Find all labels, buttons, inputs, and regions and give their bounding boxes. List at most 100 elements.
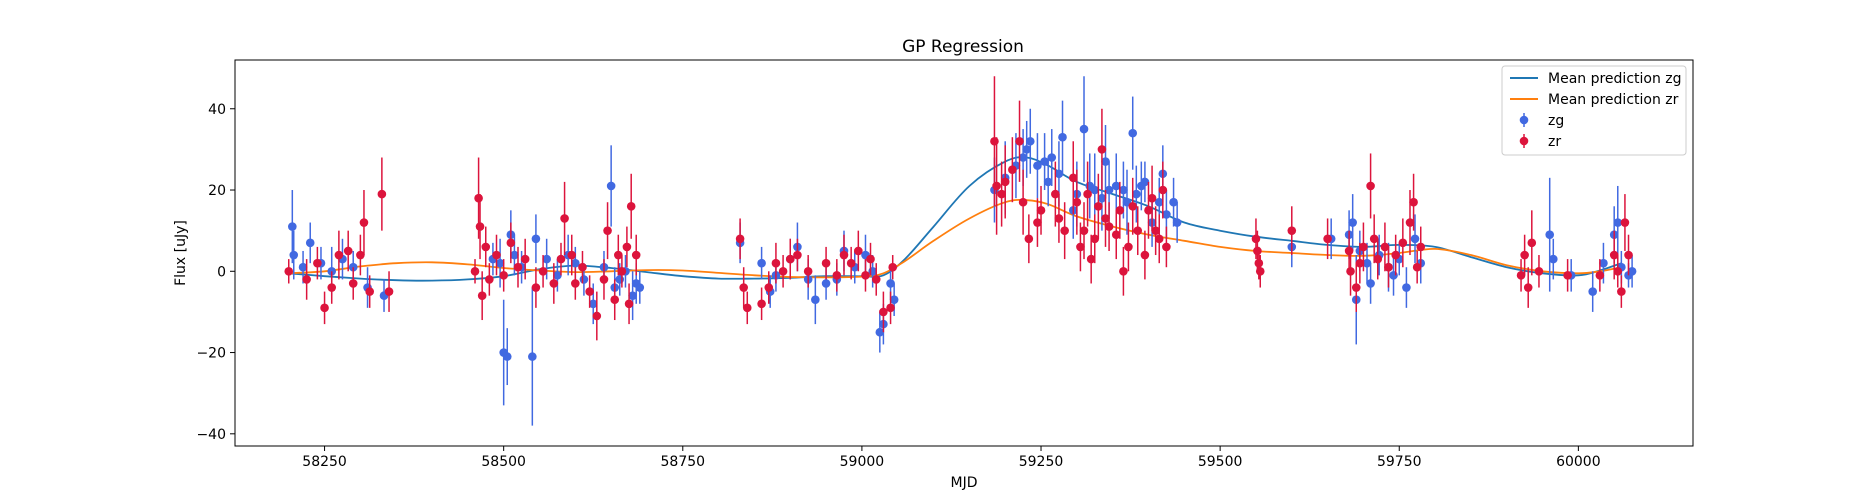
zr-marker	[320, 303, 329, 313]
zr-point	[879, 291, 888, 333]
legend-marker-swatch	[1519, 115, 1529, 125]
zr-marker	[549, 279, 559, 288]
zr-marker	[866, 254, 875, 264]
zr-marker	[499, 271, 508, 280]
zr-point	[320, 291, 329, 325]
zr-marker	[614, 250, 623, 260]
zr-point	[764, 271, 774, 304]
zg-marker	[288, 222, 297, 231]
zr-marker	[1124, 242, 1133, 252]
zr-marker	[879, 307, 888, 317]
zr-marker	[1355, 258, 1365, 268]
zr-marker	[1128, 201, 1138, 211]
zg-marker	[1090, 185, 1100, 195]
zr-marker	[1072, 197, 1082, 207]
zr-point	[1147, 165, 1157, 231]
x-tick-label: 59000	[840, 454, 885, 470]
zr-point	[1595, 259, 1605, 292]
zr-point	[1115, 181, 1125, 239]
zr-point	[1054, 194, 1064, 243]
zg-point	[635, 271, 645, 304]
zr-point	[1359, 222, 1368, 272]
zg-marker	[542, 254, 551, 264]
y-tick-label: 40	[208, 102, 226, 118]
zr-marker	[1054, 214, 1064, 223]
zr-marker	[531, 283, 541, 292]
x-axis-ticks: 58250 58500 58750 59000 59250 59500 59750 60000	[302, 446, 1601, 470]
zg-point	[889, 283, 899, 316]
zg-marker	[1025, 136, 1035, 146]
zr-marker	[1373, 254, 1383, 264]
zr-point	[861, 259, 870, 292]
zg-marker	[1162, 210, 1171, 219]
zr-point	[793, 238, 802, 272]
zg-marker	[298, 262, 308, 272]
zr-marker	[1416, 242, 1426, 252]
zg-point	[1140, 161, 1150, 203]
x-axis-label: MJD	[951, 475, 978, 491]
zr-point	[592, 291, 602, 341]
zr-marker	[384, 287, 394, 296]
zr-point	[1140, 230, 1150, 280]
zg-marker	[811, 295, 820, 305]
zr-point	[1083, 161, 1092, 227]
zr-marker	[1595, 271, 1605, 280]
zg-marker	[1018, 153, 1028, 162]
zg-marker	[1366, 279, 1375, 288]
zr-point	[778, 255, 788, 288]
zr-marker	[1613, 266, 1623, 276]
zr-marker	[1015, 136, 1024, 146]
zr-marker	[1520, 250, 1529, 260]
zr-point	[1366, 153, 1375, 219]
zr-marker	[739, 283, 748, 292]
zr-marker	[567, 250, 577, 260]
zg-marker	[1588, 287, 1597, 296]
zr-point	[821, 246, 831, 280]
zg-marker	[1097, 193, 1107, 203]
zr-point	[1158, 161, 1168, 219]
zr-marker	[481, 242, 491, 252]
zr-point	[585, 275, 594, 308]
zr-marker	[888, 262, 898, 272]
y-axis-ticks: −40 −20 0 20 40	[196, 102, 235, 443]
zr-marker	[356, 250, 365, 260]
zr-point	[513, 246, 523, 288]
zr-point	[1527, 210, 1537, 276]
zr-marker	[1563, 271, 1572, 280]
x-tick-label: 58750	[661, 454, 706, 470]
zr-point	[992, 137, 1001, 235]
zg-marker	[528, 352, 537, 361]
zg-point	[553, 259, 562, 292]
zr-marker	[475, 222, 485, 231]
zr-point	[1008, 137, 1017, 203]
zr-marker	[492, 250, 501, 260]
zr-point	[538, 255, 548, 288]
legend-label: Mean prediction zg	[1548, 71, 1682, 87]
legend-label: zg	[1548, 113, 1564, 129]
zg-point	[628, 271, 637, 321]
zr-point	[506, 222, 516, 264]
zr-marker	[1097, 145, 1107, 154]
zr-point	[1373, 238, 1383, 280]
zr-point	[1563, 259, 1572, 292]
zr-point	[571, 267, 580, 300]
zr-point	[1416, 226, 1426, 268]
zg-marker	[1040, 157, 1049, 166]
zr-point	[626, 173, 636, 239]
zr-marker	[556, 254, 566, 264]
zg-marker	[1079, 124, 1089, 134]
zg-marker	[1043, 177, 1053, 187]
zr-marker	[990, 136, 999, 146]
zg-marker	[635, 283, 645, 292]
zr-point	[1369, 214, 1379, 264]
zr-point	[1323, 218, 1332, 260]
zg-marker	[1104, 185, 1114, 195]
zr-marker	[846, 258, 856, 268]
zr-marker	[1384, 262, 1393, 272]
zr-marker	[520, 254, 530, 264]
zr-marker	[571, 279, 580, 288]
legend-marker-swatch	[1519, 136, 1529, 146]
zr-marker	[348, 279, 358, 288]
zr-point	[854, 230, 863, 272]
zr-marker	[624, 299, 634, 309]
